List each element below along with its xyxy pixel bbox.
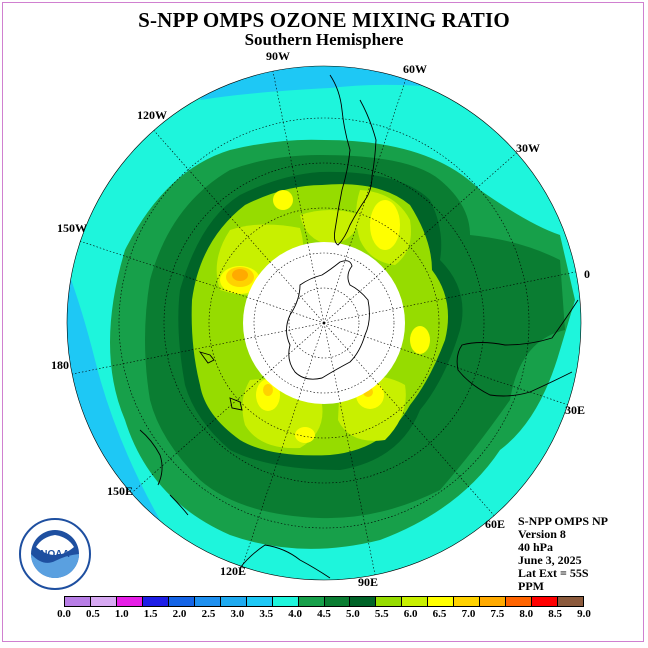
colorbar-swatch (480, 597, 507, 606)
meridian-line (377, 383, 495, 516)
colorbar-swatch (558, 597, 584, 606)
meridian-line (323, 306, 404, 324)
colorbar-tick-label: 1.0 (114, 608, 129, 620)
colorbar-swatch (65, 597, 91, 606)
longitude-labels: 90W 60W 30W 0 30E 60E 90E 120E 150E 180 150W 120W (51, 49, 590, 589)
colorbar-swatch (532, 597, 559, 606)
longitude-label: 30W (516, 141, 540, 155)
date-label: June 3, 2025 (518, 553, 582, 567)
version-label: Version 8 (518, 527, 566, 541)
colorbar-swatch (454, 597, 481, 606)
colorbar-tick-label: 3.0 (230, 608, 245, 620)
colorbar-swatch (428, 597, 455, 606)
colorbar-swatch (298, 597, 325, 606)
colorbar-swatch (116, 597, 143, 606)
colorbar-swatch (272, 597, 299, 606)
longitude-label: 180 (51, 358, 69, 372)
meridian-line (153, 130, 271, 263)
meridian-line (263, 322, 325, 377)
colorbar-swatch (376, 597, 403, 606)
colorbar-tick-label: 5.5 (374, 608, 389, 620)
colorbar-tick-label: 4.5 (317, 608, 331, 620)
instrument-label: S-NPP OMPS NP (518, 514, 608, 528)
meridian-line (339, 402, 376, 575)
longitude-gridlines (72, 71, 576, 575)
colorbar-tick-label: 3.5 (259, 608, 274, 620)
colorbar-tick-label: 9.0 (577, 608, 591, 620)
meridian-line (307, 243, 325, 324)
meridian-line (323, 322, 378, 384)
colorbar-tick-label: 6.0 (403, 608, 418, 620)
meridian-line (349, 79, 407, 247)
longitude-label: 90E (358, 575, 378, 589)
map-subtitle: Southern Hemisphere (244, 30, 404, 49)
meridian-line (272, 71, 309, 244)
colorbar-tick-label: 7.0 (461, 608, 476, 620)
meridian-line (297, 322, 325, 400)
longitude-label: 120W (137, 108, 167, 122)
meridian-line (72, 338, 245, 375)
pressure-level-label: 40 hPa (518, 540, 554, 554)
colorbar-swatch (506, 597, 533, 606)
meridian-line (323, 269, 385, 324)
meridian-line (270, 262, 325, 324)
colorbar-swatch (220, 597, 247, 606)
meridian-line (241, 399, 299, 567)
longitude-label: 0 (584, 267, 590, 281)
meridian-line (323, 322, 401, 350)
colorbar-tick-label: 8.5 (548, 608, 562, 620)
latitude-gridlines (118, 117, 530, 529)
longitude-label: 120E (220, 564, 246, 578)
colorbar-swatch (168, 597, 195, 606)
meridian-line (323, 322, 341, 403)
noaa-logo-text: NOAA (40, 549, 69, 560)
colorbar-swatch (350, 597, 377, 606)
meridian-line (247, 296, 325, 324)
meridian-line (384, 152, 517, 270)
longitude-label: 60W (403, 62, 427, 76)
colorbar-tick-label: 6.5 (432, 608, 447, 620)
colorbar-tick-label: 0.5 (86, 608, 100, 620)
colorbar-tick-label: 2.0 (172, 608, 187, 620)
meridian-line (403, 271, 576, 308)
colorbar (64, 596, 584, 607)
meridian-line (80, 240, 248, 298)
longitude-label: 90W (266, 49, 290, 63)
colorbar-tick-label: 2.5 (201, 608, 216, 620)
meridian-line (244, 322, 325, 340)
longitude-label: 150E (107, 484, 133, 498)
colorbar-tick-label: 0.0 (57, 608, 71, 620)
colorbar-tick-label: 7.5 (490, 608, 505, 620)
longitude-label: 150W (57, 221, 87, 235)
colorbar-swatch (142, 597, 169, 606)
info-block: S-NPP OMPS NP Version 8 40 hPa June 3, 2… (518, 515, 608, 593)
colorbar-swatch (246, 597, 273, 606)
map-title: S-NPP OMPS OZONE MIXING RATIO (138, 8, 510, 32)
colorbar-swatch (194, 597, 221, 606)
noaa-logo: NOAA (19, 518, 91, 590)
lat-extent-label: Lat Ext = 55S (518, 566, 589, 580)
ozone-field (67, 66, 581, 580)
plot-frame (2, 2, 644, 642)
coastlines (139, 74, 579, 579)
meridian-line (400, 348, 568, 406)
colorbar-tick-label: 1.5 (143, 608, 158, 620)
meridian-line (131, 376, 264, 494)
colorbar-swatch (402, 597, 429, 606)
colorbar-tick-label: 5.0 (346, 608, 360, 620)
colorbar-labels: 0.0 0.5 1.0 1.5 2.0 2.5 3.0 3.5 4.0 4.5 5.0 5.5 6.0 6… (52, 608, 598, 622)
colorbar-swatch (324, 597, 351, 606)
meridian-line (323, 246, 351, 324)
colorbar-swatch (90, 597, 117, 606)
longitude-label: 60E (485, 517, 505, 531)
colorbar-tick-label: 4.0 (288, 608, 302, 620)
units-label: PPM (518, 579, 544, 593)
longitude-label: 30E (565, 403, 585, 417)
colorbar-tick-label: 8.0 (519, 608, 534, 620)
